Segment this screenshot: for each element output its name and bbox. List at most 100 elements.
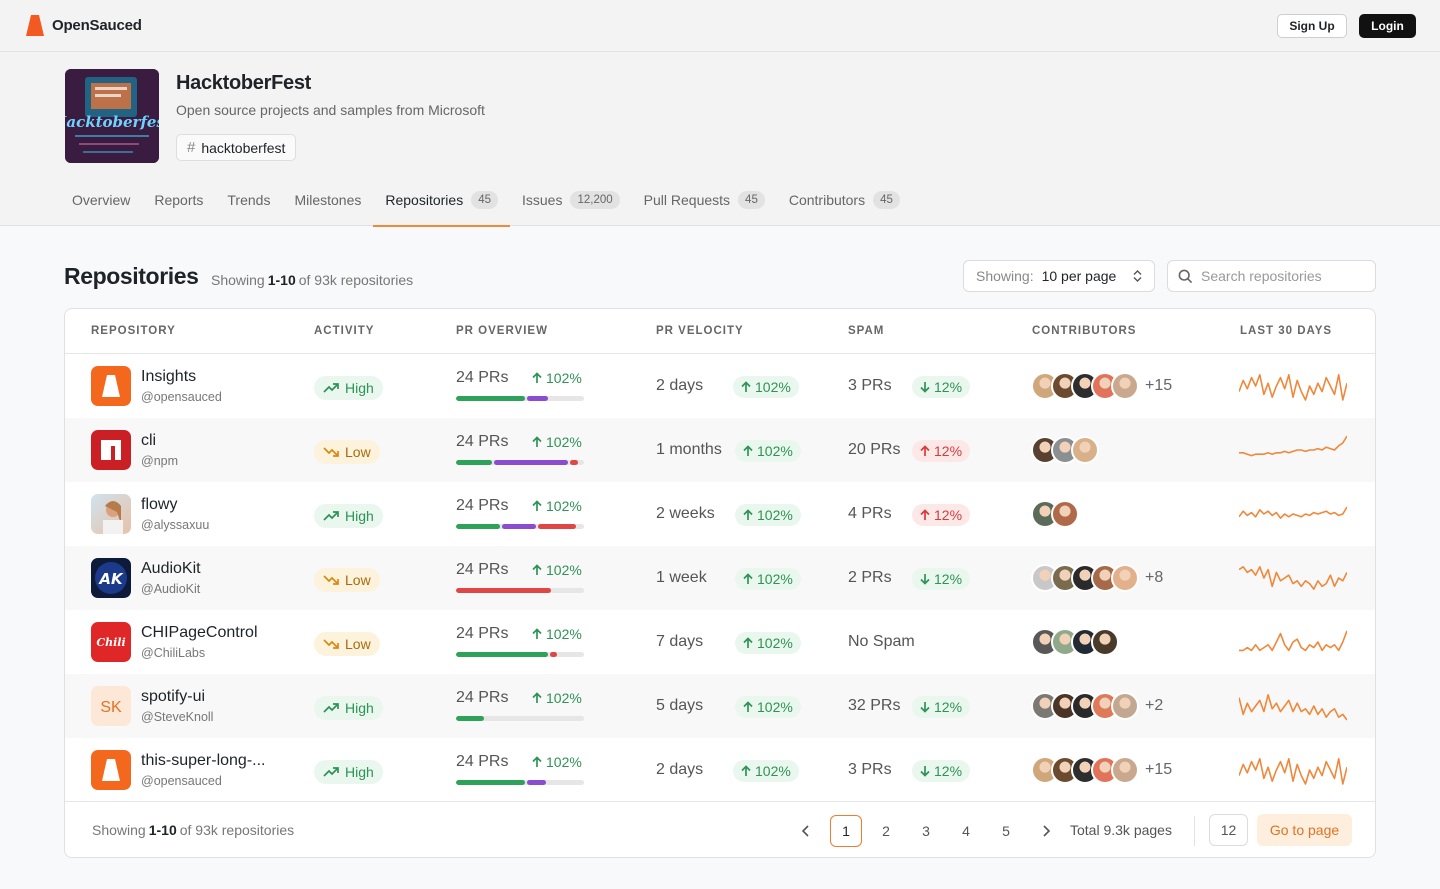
brand-logo[interactable]: OpenSauced bbox=[26, 15, 142, 36]
arrow-up-icon bbox=[920, 445, 930, 456]
per-page-select[interactable]: Showing: 10 per page bbox=[963, 260, 1155, 292]
table-row[interactable]: SK spotify-ui @SteveKnoll High 24 PRs 102% 5 d… bbox=[65, 674, 1375, 738]
arrow-up-icon bbox=[920, 509, 930, 520]
arrow-up-icon bbox=[743, 637, 753, 648]
next-page-button[interactable] bbox=[1031, 816, 1061, 846]
avatar[interactable] bbox=[1051, 500, 1079, 528]
opensauced-logo-icon bbox=[102, 759, 120, 781]
go-to-page-input[interactable] bbox=[1209, 814, 1248, 846]
spam-change-badge: 12% bbox=[912, 760, 971, 782]
table-row[interactable]: AK AudioKit @AudioKit Low 24 PRs 102% 1 week 10… bbox=[65, 546, 1375, 610]
table-row[interactable]: flowy @alyssaxuu High 24 PRs 102% 2 weeks 102%… bbox=[65, 482, 1375, 546]
tab-milestones[interactable]: Milestones bbox=[282, 173, 373, 226]
contributor-avatars[interactable] bbox=[1031, 628, 1119, 656]
page-button-2[interactable]: 2 bbox=[882, 823, 890, 839]
repo-owner[interactable]: @opensauced bbox=[141, 390, 222, 404]
insight-image: Hacktoberfest bbox=[65, 69, 159, 163]
spam-change-badge: 12% bbox=[912, 696, 971, 718]
arrow-up-icon bbox=[741, 381, 751, 392]
contributor-avatars[interactable]: +15 bbox=[1031, 756, 1172, 784]
repo-avatar bbox=[91, 430, 131, 470]
avatar[interactable] bbox=[1111, 756, 1139, 784]
arrow-up-icon bbox=[532, 564, 542, 575]
chevron-left-icon bbox=[801, 825, 809, 837]
tab-trends[interactable]: Trends bbox=[215, 173, 282, 226]
activity-sparkline bbox=[1239, 374, 1347, 401]
total-pages: Total 9.3k pages bbox=[1070, 822, 1172, 838]
page-button-3[interactable]: 3 bbox=[922, 823, 930, 839]
contributor-avatars[interactable] bbox=[1031, 436, 1099, 464]
contributor-avatars[interactable]: +15 bbox=[1031, 372, 1172, 400]
pr-bar-segment bbox=[456, 524, 500, 529]
repo-name[interactable]: spotify-ui bbox=[141, 688, 206, 705]
tab-contributors[interactable]: Contributors 45 bbox=[777, 173, 912, 226]
activity-badge: High bbox=[314, 504, 383, 528]
page-button-4[interactable]: 4 bbox=[962, 823, 970, 839]
more-contributors-count: +8 bbox=[1145, 569, 1164, 586]
arrow-up-icon bbox=[743, 701, 753, 712]
tab-repositories[interactable]: Repositories 45 bbox=[373, 173, 510, 227]
tab-count-badge: 45 bbox=[738, 190, 765, 209]
repo-name[interactable]: CHIPageControl bbox=[141, 624, 258, 641]
pr-change: 102% bbox=[532, 754, 582, 770]
spam-change-badge: 12% bbox=[912, 568, 971, 590]
insight-tabs: Overview Reports Trends Milestones Repositor… bbox=[60, 173, 912, 227]
table-row[interactable]: this-super-long-... @opensauced High 24 PRs… bbox=[65, 738, 1375, 802]
previous-page-button[interactable] bbox=[791, 816, 821, 846]
login-button[interactable]: Login bbox=[1359, 14, 1416, 38]
pr-velocity: 2 days bbox=[656, 761, 704, 778]
go-to-page-button[interactable]: Go to page bbox=[1257, 814, 1352, 846]
sign-up-button[interactable]: Sign Up bbox=[1277, 14, 1347, 38]
avatar[interactable] bbox=[1071, 436, 1099, 464]
tab-reports[interactable]: Reports bbox=[142, 173, 215, 226]
pr-change: 102% bbox=[532, 498, 582, 514]
pr-bar-segment bbox=[527, 780, 547, 785]
repo-owner[interactable]: @opensauced bbox=[141, 774, 222, 788]
contributor-avatars[interactable] bbox=[1031, 500, 1079, 528]
avatar[interactable] bbox=[1111, 692, 1139, 720]
npm-logo-icon bbox=[101, 440, 121, 460]
repo-owner[interactable]: @alyssaxuu bbox=[141, 518, 210, 532]
avatar[interactable] bbox=[1111, 372, 1139, 400]
repo-name[interactable]: flowy bbox=[141, 496, 178, 513]
pr-change: 102% bbox=[532, 626, 582, 642]
initials-avatar-icon: SK bbox=[100, 699, 122, 716]
tab-label: Contributors bbox=[788, 191, 866, 208]
table-row[interactable]: Chili CHIPageControl @ChiliLabs Low 24 PRs 10… bbox=[65, 610, 1375, 674]
velocity-change-badge: 102% bbox=[733, 376, 799, 398]
tab-overview[interactable]: Overview bbox=[60, 173, 142, 226]
avatar[interactable] bbox=[1091, 628, 1119, 656]
repo-name[interactable]: AudioKit bbox=[141, 560, 201, 577]
repo-name[interactable]: Insights bbox=[141, 368, 197, 385]
avatar[interactable] bbox=[1111, 564, 1139, 592]
tab-label: Pull Requests bbox=[643, 191, 731, 208]
repo-owner[interactable]: @npm bbox=[141, 454, 179, 468]
velocity-change-badge: 102% bbox=[735, 696, 801, 718]
topic-tag[interactable]: # hacktoberfest bbox=[176, 134, 297, 161]
activity-label: High bbox=[345, 700, 374, 716]
contributor-avatars[interactable]: +8 bbox=[1031, 564, 1163, 592]
pr-velocity: 1 week bbox=[656, 569, 707, 586]
search-box[interactable] bbox=[1167, 260, 1376, 292]
repo-owner[interactable]: @SteveKnoll bbox=[141, 710, 214, 724]
spam-count: No Spam bbox=[848, 633, 915, 650]
repo-name[interactable]: this-super-long-... bbox=[141, 752, 266, 769]
activity-label: Low bbox=[345, 444, 371, 460]
velocity-change-badge: 102% bbox=[735, 632, 801, 654]
insight-title: HacktoberFest bbox=[176, 72, 312, 94]
tab-pull-requests[interactable]: Pull Requests 45 bbox=[632, 173, 777, 226]
svg-text:Chili: Chili bbox=[96, 636, 125, 649]
page-button-5[interactable]: 5 bbox=[1002, 823, 1010, 839]
repo-name[interactable]: cli bbox=[141, 432, 157, 449]
repo-avatar: AK bbox=[91, 558, 131, 598]
tab-issues[interactable]: Issues 12,200 bbox=[510, 173, 632, 226]
contributor-avatars[interactable]: +2 bbox=[1031, 692, 1163, 720]
search-input[interactable] bbox=[1201, 268, 1361, 284]
table-row[interactable]: Insights @opensauced High 24 PRs 102% 2 days 1… bbox=[65, 354, 1375, 418]
repo-owner[interactable]: @AudioKit bbox=[141, 582, 201, 596]
page-button-1[interactable]: 1 bbox=[830, 815, 862, 847]
pr-bar-segment bbox=[456, 588, 551, 593]
tab-label: Repositories bbox=[385, 191, 464, 208]
table-row[interactable]: cli @npm Low 24 PRs 102% 1 months 102% 20 PRs 12… bbox=[65, 418, 1375, 482]
repo-owner[interactable]: @ChiliLabs bbox=[141, 646, 206, 660]
